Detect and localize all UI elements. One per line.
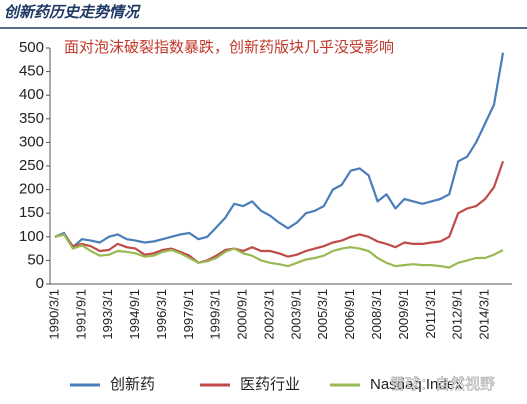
x-tick-label: 2008/3/1 xyxy=(369,289,384,340)
x-tick-label: 1990/3/1 xyxy=(46,289,61,340)
x-tick-label: 1997/9/1 xyxy=(181,289,196,340)
legend-label: 医药行业 xyxy=(240,376,300,393)
y-tick-label: 0 xyxy=(36,275,44,292)
y-tick-label: 250 xyxy=(19,157,44,174)
x-tick-label: 2009/9/1 xyxy=(396,289,411,340)
x-tick-label: 2014/3/1 xyxy=(477,289,492,340)
watermark: 雪球：自然视野 xyxy=(390,376,495,393)
x-tick-label: 1993/3/1 xyxy=(100,289,115,340)
x-tick-label: 2006/9/1 xyxy=(342,289,357,340)
y-tick-label: 450 xyxy=(19,63,44,80)
x-tick-label: 2000/9/1 xyxy=(235,289,250,340)
chart-title: 创新药历史走势情况 xyxy=(4,3,141,21)
x-tick-label: 1996/3/1 xyxy=(154,289,169,340)
legend-label: Nasdaq Index xyxy=(370,376,463,393)
annotation: 面对泡沫破裂指数暴跌，创新药版块几乎没受影响 xyxy=(64,39,394,56)
series-line xyxy=(54,233,504,269)
x-tick-label: 1991/9/1 xyxy=(73,289,88,340)
y-tick-label: 350 xyxy=(19,110,44,127)
x-tick-label: 2011/3/1 xyxy=(423,289,438,339)
series-line xyxy=(54,160,505,264)
legend-label: 创新药 xyxy=(110,376,155,393)
x-tick-label: 1999/3/1 xyxy=(208,289,223,340)
y-tick-label: 200 xyxy=(19,181,44,198)
x-tick-label: 2003/9/1 xyxy=(288,289,303,340)
y-tick-label: 50 xyxy=(27,251,44,268)
x-tick-label: 2002/3/1 xyxy=(261,289,276,340)
y-tick-label: 150 xyxy=(19,204,44,221)
series-line xyxy=(54,52,505,249)
x-tick-label: 2005/3/1 xyxy=(315,289,330,340)
y-tick-label: 300 xyxy=(19,133,44,150)
y-tick-label: 400 xyxy=(19,86,44,103)
x-tick-label: 2012/9/1 xyxy=(450,289,465,340)
y-tick-label: 100 xyxy=(19,228,44,245)
y-tick-label: 500 xyxy=(19,39,44,56)
x-tick-label: 1994/9/1 xyxy=(127,289,142,340)
